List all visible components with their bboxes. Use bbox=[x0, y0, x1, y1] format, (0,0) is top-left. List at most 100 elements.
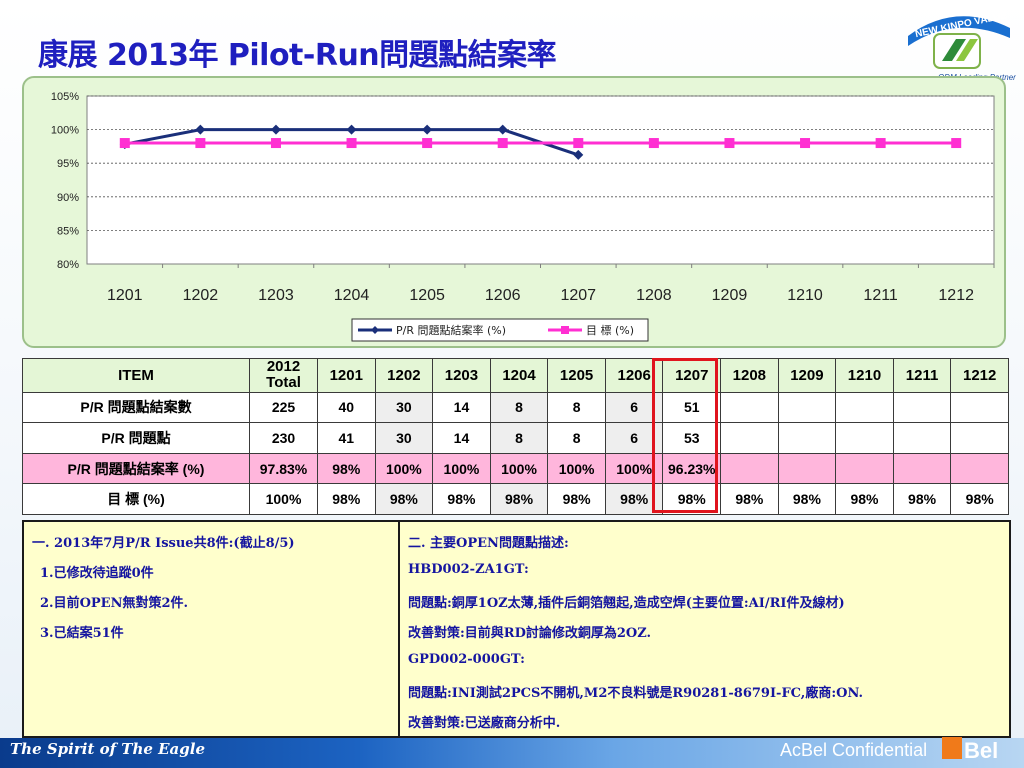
table-cell bbox=[950, 391, 1009, 424]
table-cell: 225 bbox=[249, 391, 318, 424]
issue-line: 問題點:銅厚1OZ太薄,插件后銅箔翹起,造成空焊(主要位置:AI/RI件及線材) bbox=[408, 596, 845, 611]
y-tick-label: 85% bbox=[57, 225, 79, 237]
table-cell: 98% bbox=[547, 483, 606, 515]
table-cell bbox=[777, 391, 837, 424]
table-cell: 230 bbox=[249, 422, 318, 454]
table-cell: 53 bbox=[662, 422, 722, 454]
table-cell: 98% bbox=[489, 483, 549, 515]
table-cell: 98% bbox=[950, 483, 1009, 515]
header-month: 1202 bbox=[374, 358, 434, 393]
table-cell: 8 bbox=[547, 391, 606, 424]
summary-line: 2.目前OPEN無對策2件. bbox=[40, 596, 189, 611]
x-tick-label: 1212 bbox=[938, 287, 974, 304]
table-cell: 51 bbox=[662, 391, 722, 424]
data-point bbox=[951, 138, 962, 149]
table-cell: 30 bbox=[374, 422, 434, 454]
header-month: 1210 bbox=[835, 358, 894, 393]
summary-line: 3.已結案51件 bbox=[40, 626, 124, 641]
brand-logo: Bel bbox=[942, 737, 998, 763]
header-month: 1208 bbox=[720, 358, 779, 393]
issue-line: GPD002-000GT: bbox=[408, 652, 525, 667]
table-cell: 8 bbox=[547, 422, 606, 454]
data-point bbox=[648, 138, 659, 149]
x-tick-label: 1204 bbox=[334, 287, 370, 304]
footer-bar bbox=[0, 738, 1024, 768]
table-cell: 98% bbox=[835, 483, 894, 515]
header-month: 1205 bbox=[547, 358, 606, 393]
data-point bbox=[270, 124, 281, 135]
row-label: P/R 問題點結案率 (%) bbox=[22, 452, 250, 485]
header-total-year: 2012 bbox=[266, 358, 301, 376]
y-tick-label: 90% bbox=[57, 192, 79, 204]
legend bbox=[351, 318, 649, 342]
header-total: 2012 Total bbox=[249, 358, 318, 393]
table-cell bbox=[950, 452, 1009, 485]
table-cell: 98% bbox=[777, 483, 837, 515]
header-month: 1201 bbox=[317, 358, 376, 393]
issue-line: 問題點:INI測試2PCS不開机,M2不良料號是R90281-8679I-FC,… bbox=[408, 686, 864, 701]
table-row: P/R 問題點 230 41 30 14 8 8 6 53 bbox=[22, 422, 1009, 454]
table-cell: 100% bbox=[374, 452, 434, 485]
company-logo: NEW KINPO VALUE ODM Leading Partner bbox=[908, 10, 1016, 82]
table-cell: 98% bbox=[374, 483, 434, 515]
highlight-box-1207 bbox=[652, 358, 718, 513]
y-tick-label: 80% bbox=[57, 259, 79, 271]
data-point bbox=[195, 138, 206, 149]
x-tick-label: 1208 bbox=[636, 287, 672, 304]
header-month: 1209 bbox=[777, 358, 837, 393]
table-cell: 100% bbox=[432, 452, 491, 485]
y-tick-label: 95% bbox=[57, 158, 79, 170]
summary-heading: 一. 2013年7月P/R Issue共8件:(截止8/5) bbox=[32, 536, 295, 551]
brand-text: Bel bbox=[964, 738, 998, 763]
data-point bbox=[800, 138, 811, 149]
table-row: 目 標 (%) 100% 98% 98% 98% 98% 98% 98% 98%… bbox=[22, 483, 1009, 515]
x-tick-label: 1203 bbox=[258, 287, 294, 304]
issue-line: HBD002-ZA1GT: bbox=[408, 562, 529, 577]
table-row: P/R 問題點結案率 (%) 97.83% 98% 100% 100% 100%… bbox=[22, 452, 1009, 485]
table-header-row: ITEM 2012 Total 1201 1202 1203 1204 1205… bbox=[22, 358, 1009, 393]
data-table: ITEM 2012 Total 1201 1202 1203 1204 1205… bbox=[22, 358, 1009, 515]
table-cell bbox=[892, 422, 952, 454]
data-point bbox=[875, 138, 886, 149]
x-tick-label: 1201 bbox=[107, 287, 143, 304]
table-cell: 96.23% bbox=[662, 452, 722, 485]
row-label: P/R 問題點結案數 bbox=[22, 391, 250, 424]
y-tick-label: 100% bbox=[51, 125, 79, 137]
table-cell bbox=[892, 452, 952, 485]
data-point bbox=[497, 124, 508, 135]
table-cell bbox=[835, 422, 894, 454]
table-cell bbox=[835, 391, 894, 424]
table-cell bbox=[950, 422, 1009, 454]
data-point bbox=[422, 124, 433, 135]
row-label: 目 標 (%) bbox=[22, 483, 250, 515]
x-tick-label: 1205 bbox=[409, 287, 445, 304]
table-cell: 8 bbox=[489, 422, 549, 454]
row-label: P/R 問題點 bbox=[22, 422, 250, 454]
legend-label: 目 標 (%) bbox=[586, 323, 634, 337]
data-point bbox=[270, 138, 281, 149]
table-cell: 100% bbox=[547, 452, 606, 485]
table-cell: 41 bbox=[317, 422, 376, 454]
footer-confidential: AcBel Confidential bbox=[780, 740, 928, 760]
data-point bbox=[724, 138, 735, 149]
table-cell: 30 bbox=[374, 391, 434, 424]
legend-marker bbox=[371, 326, 379, 334]
data-point bbox=[573, 149, 584, 160]
header-month: 1207 bbox=[662, 358, 722, 393]
x-tick-label: 1207 bbox=[560, 287, 596, 304]
y-tick-label: 105% bbox=[51, 91, 79, 103]
header-month: 1211 bbox=[892, 358, 952, 393]
table-cell bbox=[720, 452, 779, 485]
table-cell: 14 bbox=[432, 391, 491, 424]
table-cell bbox=[720, 422, 779, 454]
issue-line: 改善對策:目前與RD討論修改銅厚為2OZ. bbox=[408, 626, 652, 641]
table-cell: 8 bbox=[489, 391, 549, 424]
x-tick-label: 1206 bbox=[485, 287, 521, 304]
table-cell: 97.83% bbox=[249, 452, 318, 485]
legend-label: P/R 問題點結案率 (%) bbox=[396, 323, 506, 337]
legend-marker bbox=[561, 326, 569, 334]
x-tick-label: 1210 bbox=[787, 287, 823, 304]
chart-panel: 105% 100% 95% 90% 85% 80% 1201 1202 1203 1204 1205… bbox=[22, 76, 1006, 348]
table-cell: 98% bbox=[317, 452, 376, 485]
header-total-label: Total bbox=[266, 374, 301, 392]
